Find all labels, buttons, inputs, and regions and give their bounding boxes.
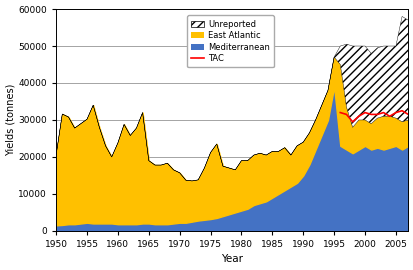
X-axis label: Year: Year [221,254,242,264]
Y-axis label: Yields (tonnes): Yields (tonnes) [5,84,16,156]
Legend: Unreported, East Atlantic, Mediterranean, TAC: Unreported, East Atlantic, Mediterranean… [187,15,273,67]
